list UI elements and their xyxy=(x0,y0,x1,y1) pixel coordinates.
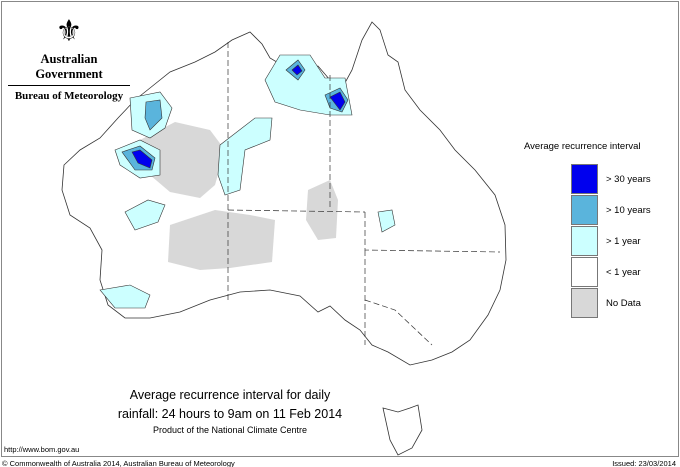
legend: > 30 years > 10 years > 1 year < 1 year … xyxy=(571,164,651,319)
bureau-name: Bureau of Meteorology xyxy=(14,90,124,102)
legend-swatch xyxy=(571,164,598,194)
legend-item: > 10 years xyxy=(571,195,651,226)
area-over-1-year xyxy=(124,199,166,231)
map-subtitle: Product of the National Climate Centre xyxy=(152,425,308,435)
legend-item: > 30 years xyxy=(571,164,651,195)
legend-item: > 1 year xyxy=(571,226,651,257)
area-over-10-years xyxy=(144,99,163,131)
legend-swatch xyxy=(571,195,598,225)
government-logo: ⚜ Australian Government Bureau of Meteor… xyxy=(8,12,130,102)
issued-date: Issued: 23/03/2014 xyxy=(612,459,676,467)
area-over-30-years xyxy=(329,91,346,111)
area-over-30-years xyxy=(291,64,303,76)
map-title-line2: rainfall: 24 hours to 9am on 11 Feb 2014 xyxy=(117,407,343,421)
legend-label: > 10 years xyxy=(606,205,651,216)
nt-sa-border xyxy=(227,209,366,213)
tasmania-outline xyxy=(382,404,423,456)
area-over-1-year xyxy=(377,209,396,233)
legend-swatch xyxy=(571,257,598,287)
copyright: © Commonwealth of Australia 2014, Austra… xyxy=(2,459,235,467)
legend-title: Average recurrence interval xyxy=(524,141,641,152)
legend-swatch xyxy=(571,226,598,256)
map-frame xyxy=(1,1,679,457)
no-data-areas xyxy=(135,122,338,270)
no-data-area xyxy=(135,122,225,198)
website-link[interactable]: http://www.bom.gov.au xyxy=(4,445,80,454)
legend-item: < 1 year xyxy=(571,257,651,288)
legend-swatch xyxy=(571,288,598,318)
state-borders xyxy=(227,42,501,346)
mainland-outline xyxy=(61,21,507,366)
area-over-1-year xyxy=(217,117,273,196)
map-title-line1: Average recurrence interval for daily xyxy=(129,388,331,402)
legend-item: No Data xyxy=(571,288,651,319)
recurrence-areas xyxy=(99,54,396,309)
no-data-area xyxy=(168,210,275,270)
nsw-vic-border xyxy=(364,299,433,346)
legend-label: No Data xyxy=(606,298,641,309)
legend-label: > 30 years xyxy=(606,174,651,185)
government-name: Australian Government xyxy=(8,52,130,86)
legend-label: > 1 year xyxy=(606,236,641,247)
area-over-1-year xyxy=(99,284,151,309)
legend-label: < 1 year xyxy=(606,267,641,278)
area-over-30-years xyxy=(131,149,153,169)
coat-of-arms-icon: ⚜ xyxy=(55,15,83,48)
